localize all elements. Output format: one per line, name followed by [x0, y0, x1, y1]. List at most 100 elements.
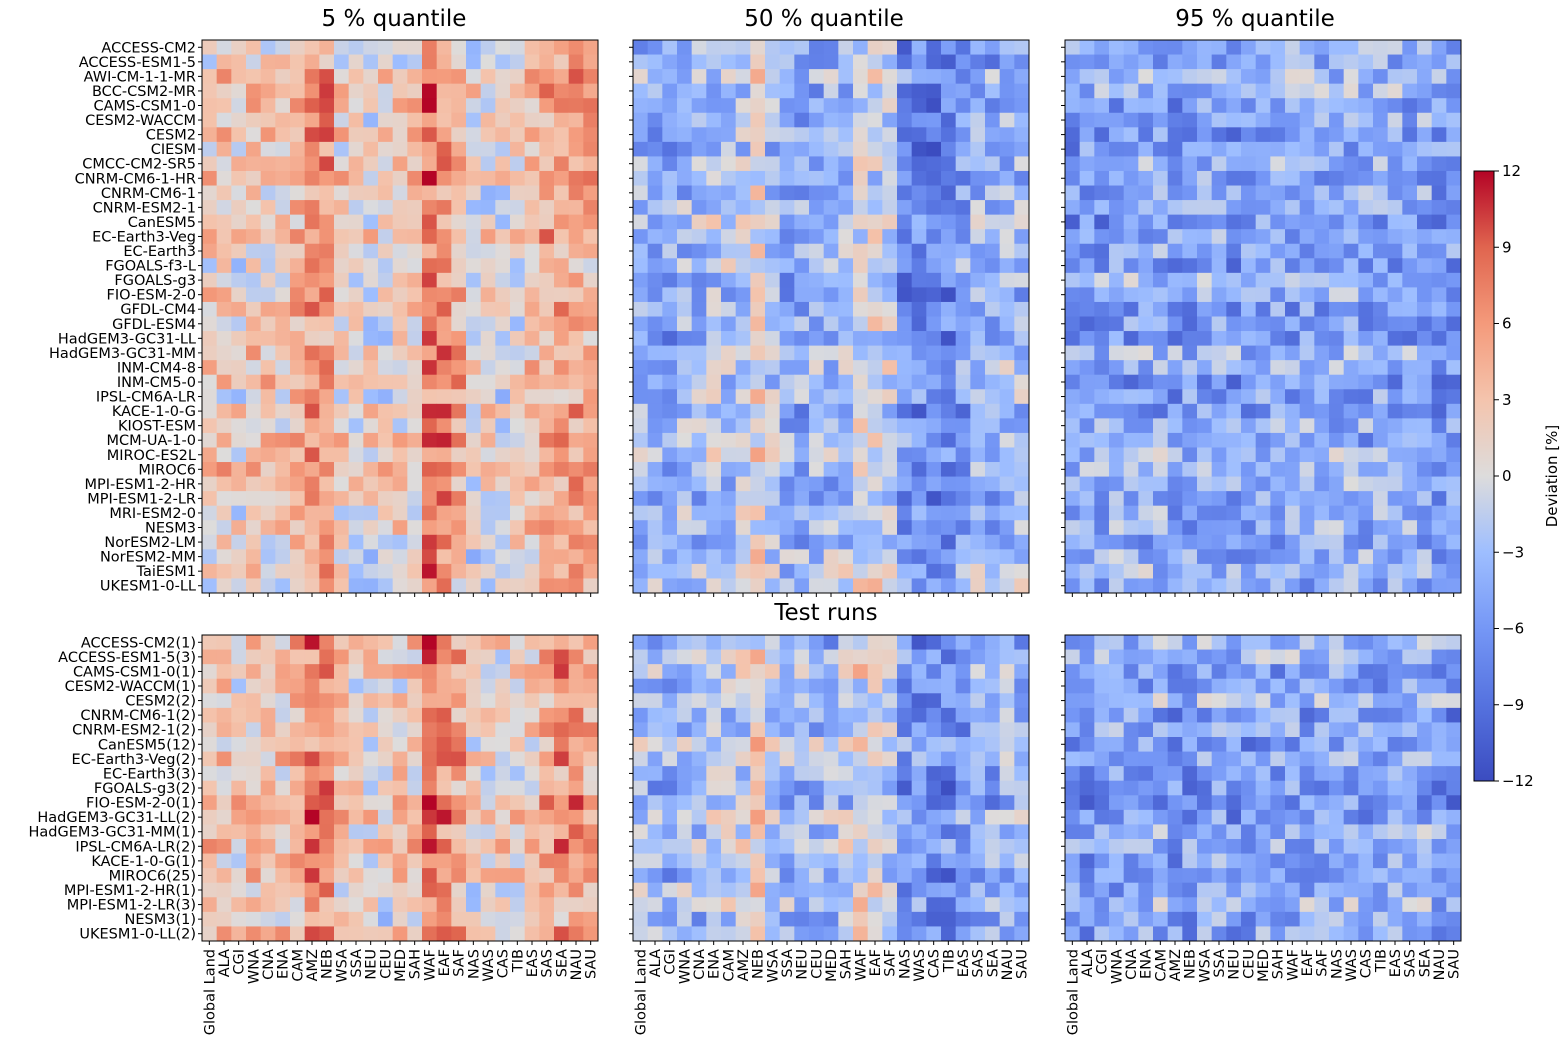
heatmap-cell [290, 229, 306, 245]
heatmap-cell [647, 403, 663, 419]
heatmap-cell [1079, 707, 1095, 723]
heatmap-cell [495, 185, 511, 201]
heatmap-cell [1387, 780, 1403, 796]
heatmap-cell [554, 780, 570, 796]
heatmap-cell [246, 707, 262, 723]
heatmap-cell [838, 664, 854, 680]
heatmap-cell [1182, 649, 1198, 665]
heatmap-cell [633, 229, 649, 245]
heatmap-cell [304, 780, 320, 796]
heatmap-cell [765, 751, 781, 767]
heatmap-cell [554, 170, 570, 186]
heatmap-cell [480, 534, 496, 550]
heatmap-cell [926, 345, 942, 361]
heatmap-cell [1226, 432, 1242, 448]
heatmap-cell [1167, 418, 1183, 434]
heatmap-cell [794, 287, 810, 303]
heatmap-cell [290, 462, 306, 477]
heatmap-cell [1417, 578, 1433, 594]
heatmap-cell [1109, 678, 1125, 694]
heatmap-cell [216, 722, 232, 738]
heatmap-cell [867, 635, 883, 650]
heatmap-cell [647, 578, 663, 594]
heatmap-cell [1079, 534, 1095, 550]
heatmap-cell [275, 839, 291, 854]
heatmap-cell [1241, 156, 1257, 172]
heatmap-cell [691, 766, 707, 782]
heatmap-cell [451, 824, 467, 840]
heatmap-cell [480, 345, 496, 361]
heatmap-cell [1167, 809, 1183, 825]
heatmap-cell [378, 578, 394, 594]
heatmap-cell [1446, 882, 1462, 898]
heatmap-cell [706, 505, 722, 521]
heatmap-cell [765, 766, 781, 782]
heatmap-cell [290, 301, 306, 317]
panel-title-q5: 5 % quantile [322, 6, 467, 32]
heatmap-cell [647, 693, 663, 709]
heatmap-cell [677, 795, 693, 811]
heatmap-cell [750, 287, 766, 303]
heatmap-cell [1343, 40, 1359, 55]
row-label: MPI-ESM1-2-LR(3) [67, 898, 196, 914]
heatmap-cell [422, 389, 438, 405]
heatmap-cell [721, 678, 737, 694]
heatmap-cell [1285, 853, 1301, 869]
column-label: WNA [1109, 949, 1125, 984]
heatmap-cell [407, 476, 423, 492]
heatmap-cell [750, 447, 766, 463]
heatmap-cell [970, 156, 986, 172]
heatmap-cell [290, 374, 306, 390]
heatmap-cell [1402, 331, 1418, 346]
heatmap-cell [633, 578, 649, 594]
heatmap-cell [1446, 69, 1462, 85]
heatmap-cell [1153, 98, 1169, 114]
heatmap-cell [882, 722, 898, 738]
heatmap-cell [1226, 491, 1242, 507]
row-label: CESM2(2) [125, 694, 196, 710]
heatmap-cell [1314, 897, 1330, 913]
heatmap-cell [1065, 418, 1081, 434]
heatmap-cell [510, 418, 526, 434]
heatmap-cell [1402, 578, 1418, 594]
heatmap-cell [911, 563, 927, 579]
heatmap-cell [1446, 563, 1462, 579]
heatmap-cell [1197, 839, 1213, 854]
heatmap-cell [1211, 491, 1227, 507]
heatmap-cell [568, 98, 584, 114]
heatmap-cell [334, 795, 350, 811]
heatmap-cell [1226, 795, 1242, 811]
heatmap-cell [1197, 520, 1213, 536]
heatmap-cell [304, 549, 320, 565]
heatmap-cell [1299, 243, 1315, 259]
heatmap-cell [706, 287, 722, 303]
heatmap-cell [1446, 200, 1462, 216]
heatmap-cell [422, 911, 438, 927]
heatmap-cell [1241, 403, 1257, 419]
heatmap-cell [202, 258, 218, 274]
heatmap-cell [231, 809, 247, 825]
heatmap-cell [1197, 360, 1213, 376]
heatmap-cell [290, 853, 306, 869]
heatmap-cell [1343, 868, 1359, 884]
heatmap-cell [451, 447, 467, 463]
heatmap-cell [1417, 534, 1433, 550]
heatmap-cell [1299, 578, 1315, 594]
heatmap-cell [348, 54, 364, 70]
heatmap-cell [809, 389, 825, 405]
heatmap-cell [721, 462, 737, 477]
heatmap-cell [510, 69, 526, 85]
heatmap-cell [1314, 258, 1330, 274]
heatmap-cell [823, 127, 839, 143]
heatmap-cell [750, 549, 766, 565]
heatmap-cell [1402, 258, 1418, 274]
heatmap-cell [941, 185, 957, 201]
heatmap-cell [407, 418, 423, 434]
heatmap-cell [583, 98, 599, 114]
heatmap-cell [1285, 780, 1301, 796]
heatmap-cell [926, 926, 942, 942]
heatmap-cell [750, 200, 766, 216]
heatmap-cell [1402, 214, 1418, 230]
heatmap-cell [1373, 578, 1389, 594]
heatmap-cell [735, 287, 751, 303]
